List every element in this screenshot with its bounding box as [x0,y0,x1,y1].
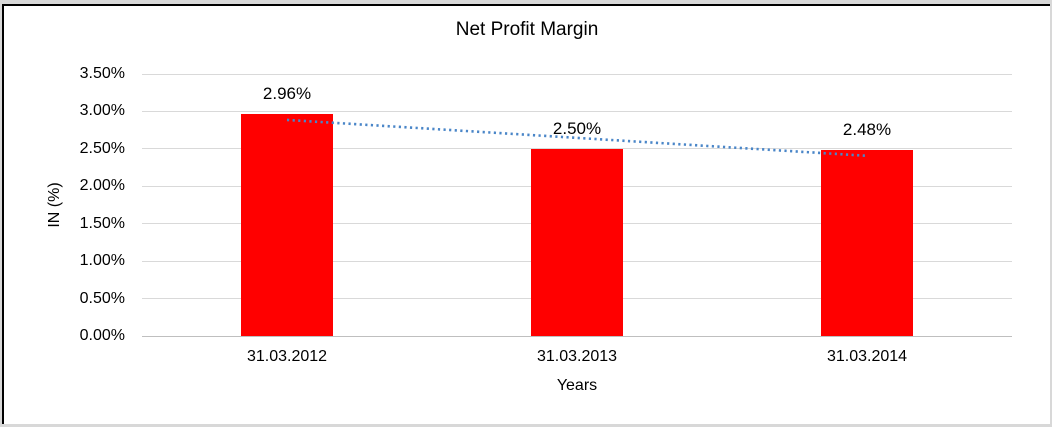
x-axis-line [142,335,1012,337]
y-tick-label: 3.00% [79,102,125,120]
y-tick-label: 0.50% [79,289,125,307]
bar [531,148,623,336]
bar [241,114,333,336]
bar [821,150,913,336]
chart-title: Net Profit Margin [455,19,599,40]
bar-value-label: 2.50% [552,118,602,138]
trendline [286,118,868,158]
trendline-path [286,118,868,158]
y-tick-label: 1.50% [79,214,125,232]
y-tick-label: 3.50% [79,65,125,82]
y-tick-label: 2.50% [79,139,125,157]
x-tick-label: 31.03.2013 [536,348,618,365]
bar-value-label: 2.48% [842,120,892,140]
x-tick-label: 31.03.2012 [246,348,328,365]
x-tick-label: 31.03.2014 [826,348,908,365]
y-tick-label: 0.00% [79,327,125,344]
gridline [142,110,1012,112]
y-tick-label: 1.00% [79,252,125,270]
y-tick-label: 2.00% [79,177,125,195]
bar-value-label: 2.96% [262,84,312,104]
x-axis-title: Years [556,377,598,394]
chart-canvas: Net Profit Margin IN (%) Years 0.00% 0.50… [2,4,1050,424]
gridline [142,73,1012,75]
